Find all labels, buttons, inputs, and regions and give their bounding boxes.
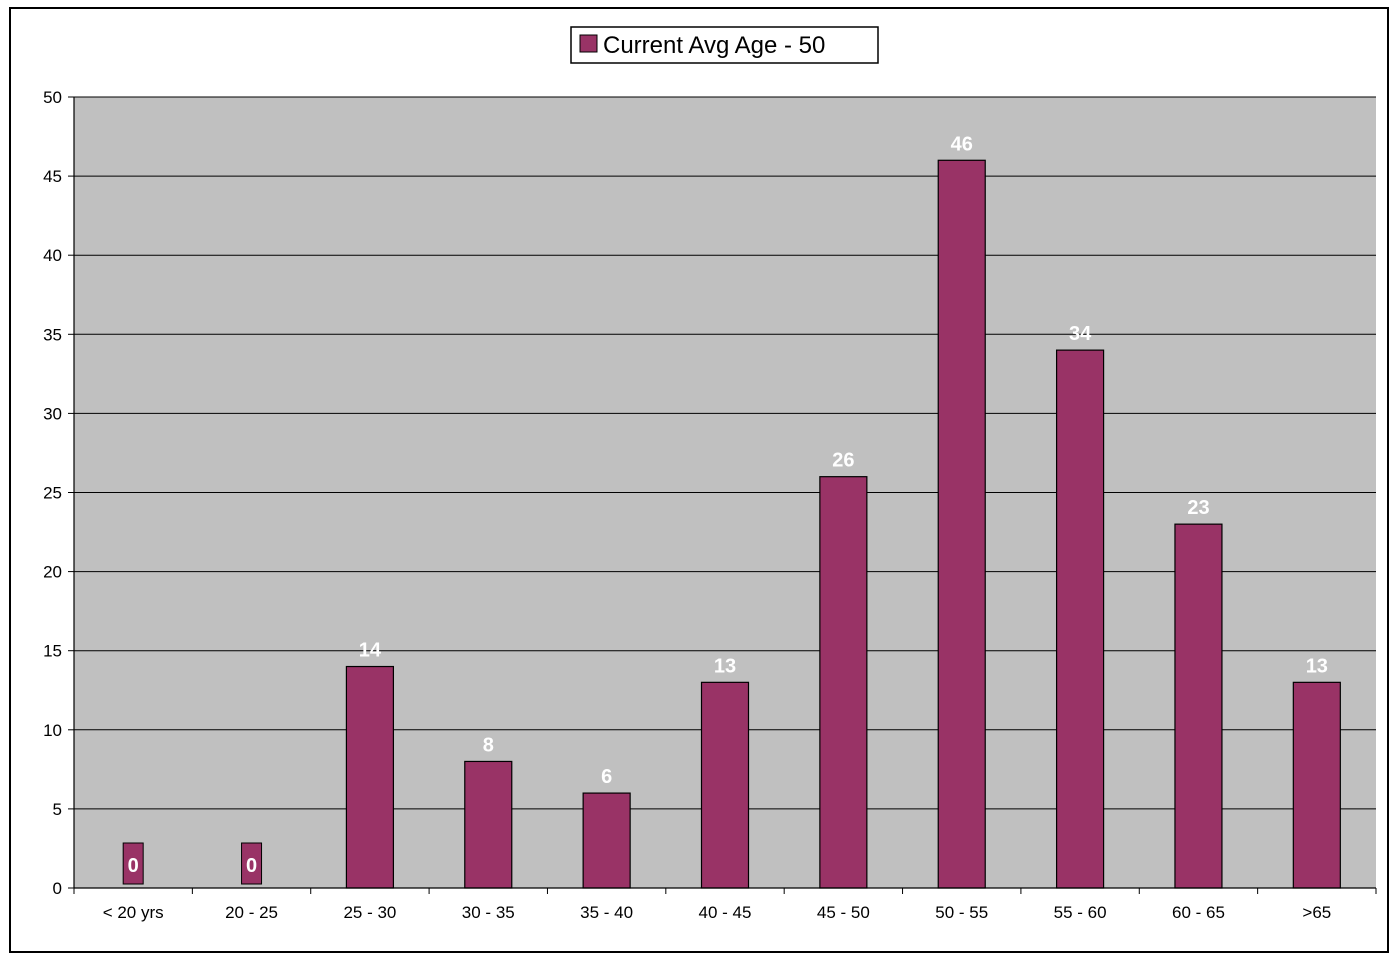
x-tick-label-7: 50 - 55 [935,903,988,922]
bar-10 [1292,681,1341,889]
data-label-2: 14 [359,640,382,662]
x-tick-label-5: 40 - 45 [699,903,752,922]
y-tick-label-0: 0 [53,879,62,898]
x-tick-label-4: 35 - 40 [580,903,633,922]
y-tick-label-40: 40 [43,246,62,265]
bar-0 [122,842,144,885]
bar-7 [937,159,986,889]
bar-3 [464,760,513,889]
x-tick-label-9: 60 - 65 [1172,903,1225,922]
data-label-5: 13 [714,655,736,677]
x-tick-label-2: 25 - 30 [343,903,396,922]
data-labels: 0 0 14 8 6 13 26 46 34 23 13 [128,133,1328,877]
y-tick-label-35: 35 [43,325,62,344]
y-tick-label-20: 20 [43,563,62,582]
x-tick-label-6: 45 - 50 [817,903,870,922]
bar-8 [1055,349,1105,889]
axes [73,97,1376,889]
data-label-0: 0 [128,855,139,877]
legend-box [570,26,879,64]
x-tick-label-8: 55 - 60 [1054,903,1107,922]
gridlines [68,96,1376,889]
y-tick-label-45: 45 [43,167,62,186]
legend: Current Avg Age - 50 [570,26,879,64]
data-label-1: 0 [246,855,257,877]
y-tick-label-30: 30 [43,404,62,423]
x-tick-label-1: 20 - 25 [225,903,278,922]
x-tick-label-0: < 20 yrs [103,903,164,922]
y-tick-label-25: 25 [43,484,62,503]
data-label-3: 8 [483,734,494,756]
data-label-9: 23 [1187,497,1209,519]
x-axis-tick-labels: < 20 yrs 20 - 25 25 - 30 30 - 35 35 - 40 40 -… [73,888,1377,922]
data-label-8: 34 [1069,323,1092,345]
bar-1 [241,842,263,885]
data-label-7: 46 [951,133,973,155]
legend-label: Current Avg Age - 50 [603,32,825,59]
data-label-4: 6 [601,766,612,788]
y-axis-tick-labels: 0 5 10 15 20 25 30 35 40 45 50 [43,88,62,898]
x-tick-label-3: 30 - 35 [462,903,515,922]
y-tick-label-5: 5 [53,800,62,819]
bar-2 [345,665,395,889]
data-label-6: 26 [832,450,854,472]
data-label-10: 13 [1306,655,1328,677]
y-tick-label-10: 10 [43,721,62,740]
y-tick-label-15: 15 [43,642,62,661]
bar-5 [700,681,750,889]
bar-9 [1174,523,1223,889]
x-tick-label-10: >65 [1302,903,1331,922]
bar-6 [819,476,868,889]
bar-4 [582,792,631,889]
y-tick-label-50: 50 [43,88,62,107]
legend-swatch [579,34,598,53]
